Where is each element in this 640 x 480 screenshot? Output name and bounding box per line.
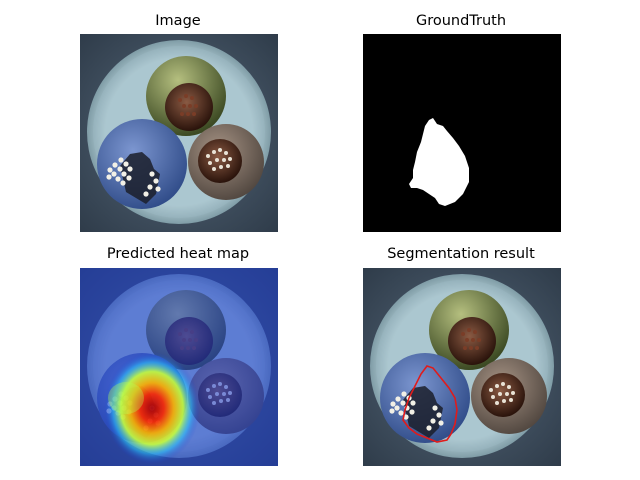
segmentation-title: Segmentation result [387,246,535,262]
predicted-heatmap [80,268,278,466]
image-title: Image [155,13,201,29]
input-image [80,34,278,232]
heatmap-title: Predicted heat map [106,246,250,262]
segmentation-result [363,268,561,466]
defect-mask-region [409,118,469,206]
ground-truth-title: GroundTruth [415,13,507,29]
segmentation-contour [402,365,458,443]
ground-truth-mask [363,34,561,232]
